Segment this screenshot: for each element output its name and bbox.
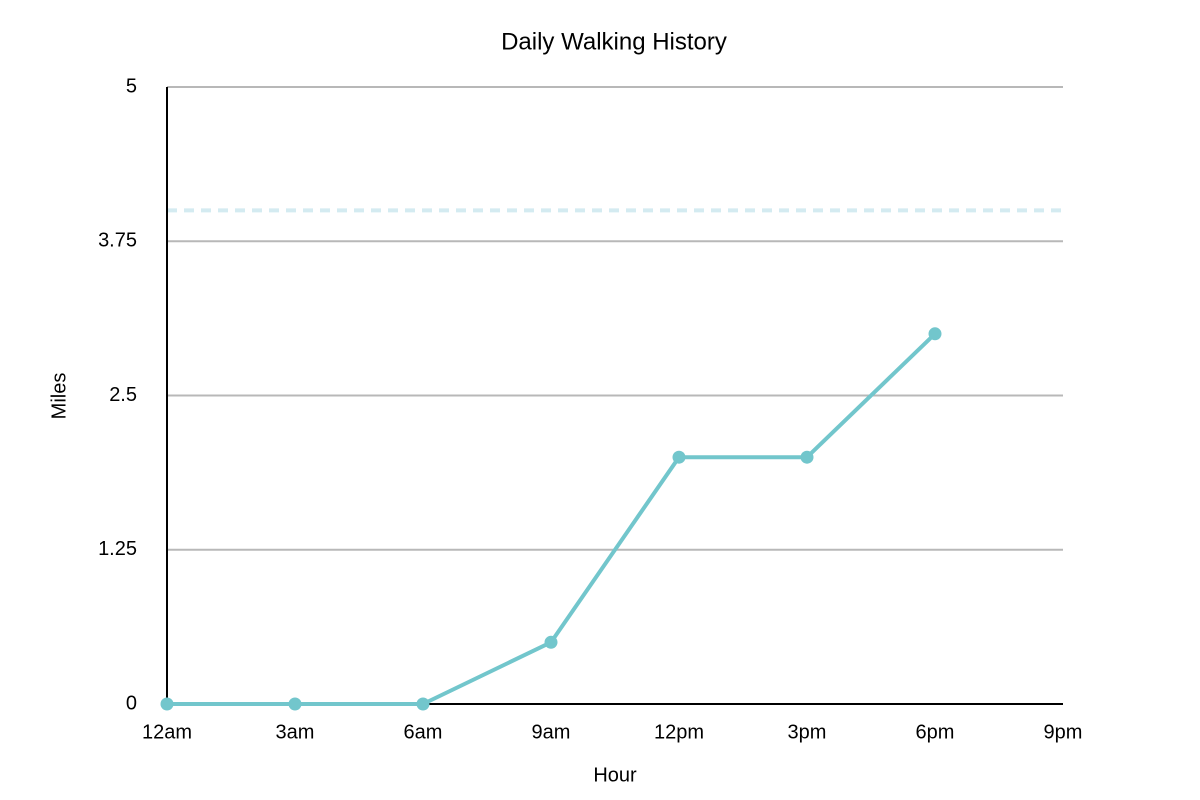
- point: [672, 450, 686, 464]
- x-tick-label: 6am: [404, 721, 443, 743]
- point: [416, 697, 430, 711]
- x-tick-label: 6pm: [916, 721, 955, 743]
- x-tick-label: 3am: [276, 721, 315, 743]
- x-tick-label: 12am: [142, 721, 192, 743]
- x-tick-label: 12pm: [654, 721, 704, 743]
- point: [928, 327, 942, 341]
- x-axis-label: Hour: [593, 764, 637, 786]
- y-tick-label: 1.25: [98, 538, 137, 560]
- y-tick-label: 0: [126, 692, 137, 714]
- point: [544, 635, 558, 649]
- y-tick-label: 5: [126, 75, 137, 97]
- x-tick-label: 9am: [532, 721, 571, 743]
- y-tick-label: 2.5: [109, 384, 137, 406]
- point: [800, 450, 814, 464]
- point: [160, 697, 174, 711]
- x-tick-label: 9pm: [1044, 721, 1083, 743]
- y-tick-label: 3.75: [98, 230, 137, 252]
- x-tick-label: 3pm: [788, 721, 827, 743]
- point: [288, 697, 302, 711]
- y-axis-label: Miles: [48, 373, 70, 420]
- chart-title: Daily Walking History: [501, 28, 727, 55]
